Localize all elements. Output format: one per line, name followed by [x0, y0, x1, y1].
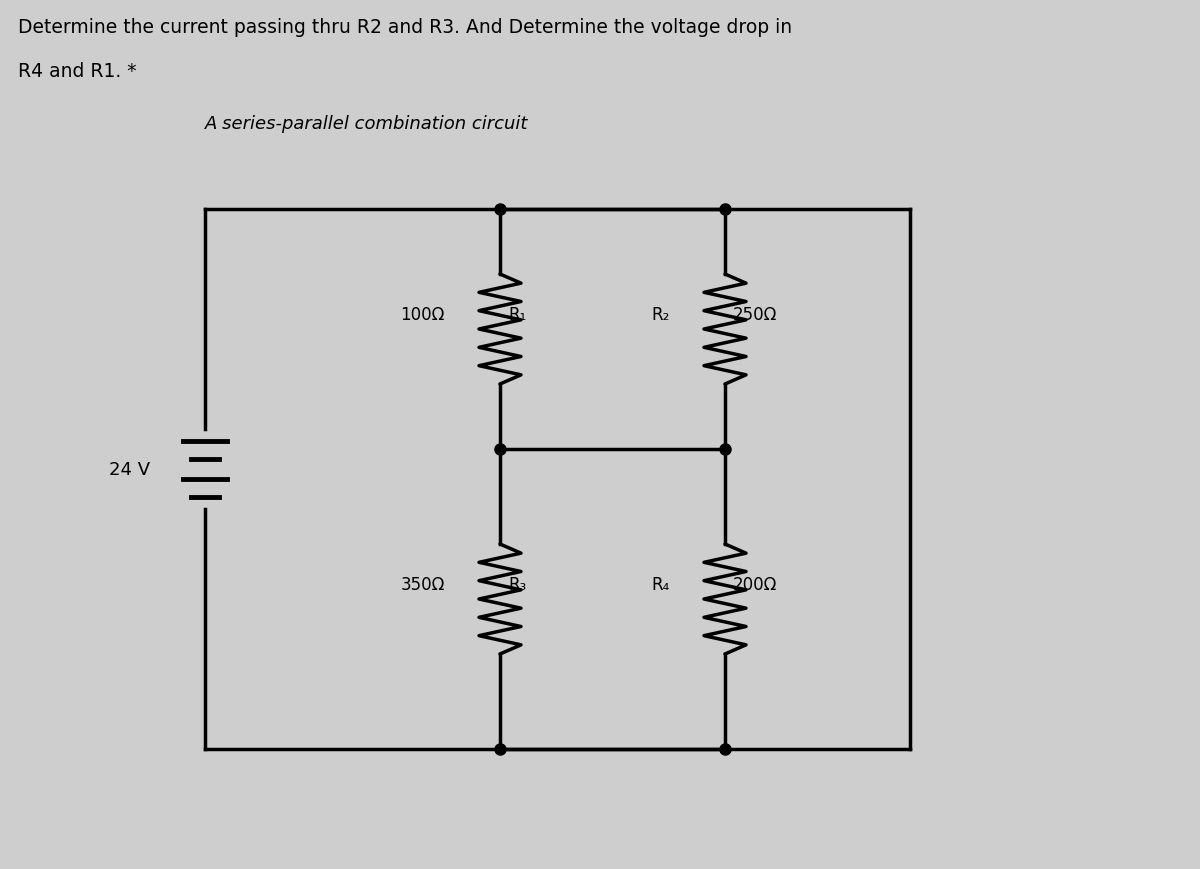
- Text: R₂: R₂: [652, 306, 670, 323]
- Text: 250Ω: 250Ω: [733, 306, 778, 323]
- Text: Determine the current passing thru R2 and R3. And Determine the voltage drop in: Determine the current passing thru R2 an…: [18, 18, 792, 37]
- Text: R4 and R1. *: R4 and R1. *: [18, 62, 137, 81]
- Text: 350Ω: 350Ω: [401, 575, 445, 594]
- Text: R₁: R₁: [508, 306, 527, 323]
- Text: R₃: R₃: [508, 575, 527, 594]
- Text: R₄: R₄: [652, 575, 670, 594]
- Text: A series-parallel combination circuit: A series-parallel combination circuit: [205, 115, 528, 133]
- Text: 100Ω: 100Ω: [401, 306, 445, 323]
- Text: 200Ω: 200Ω: [733, 575, 778, 594]
- Text: 24 V: 24 V: [109, 461, 150, 479]
